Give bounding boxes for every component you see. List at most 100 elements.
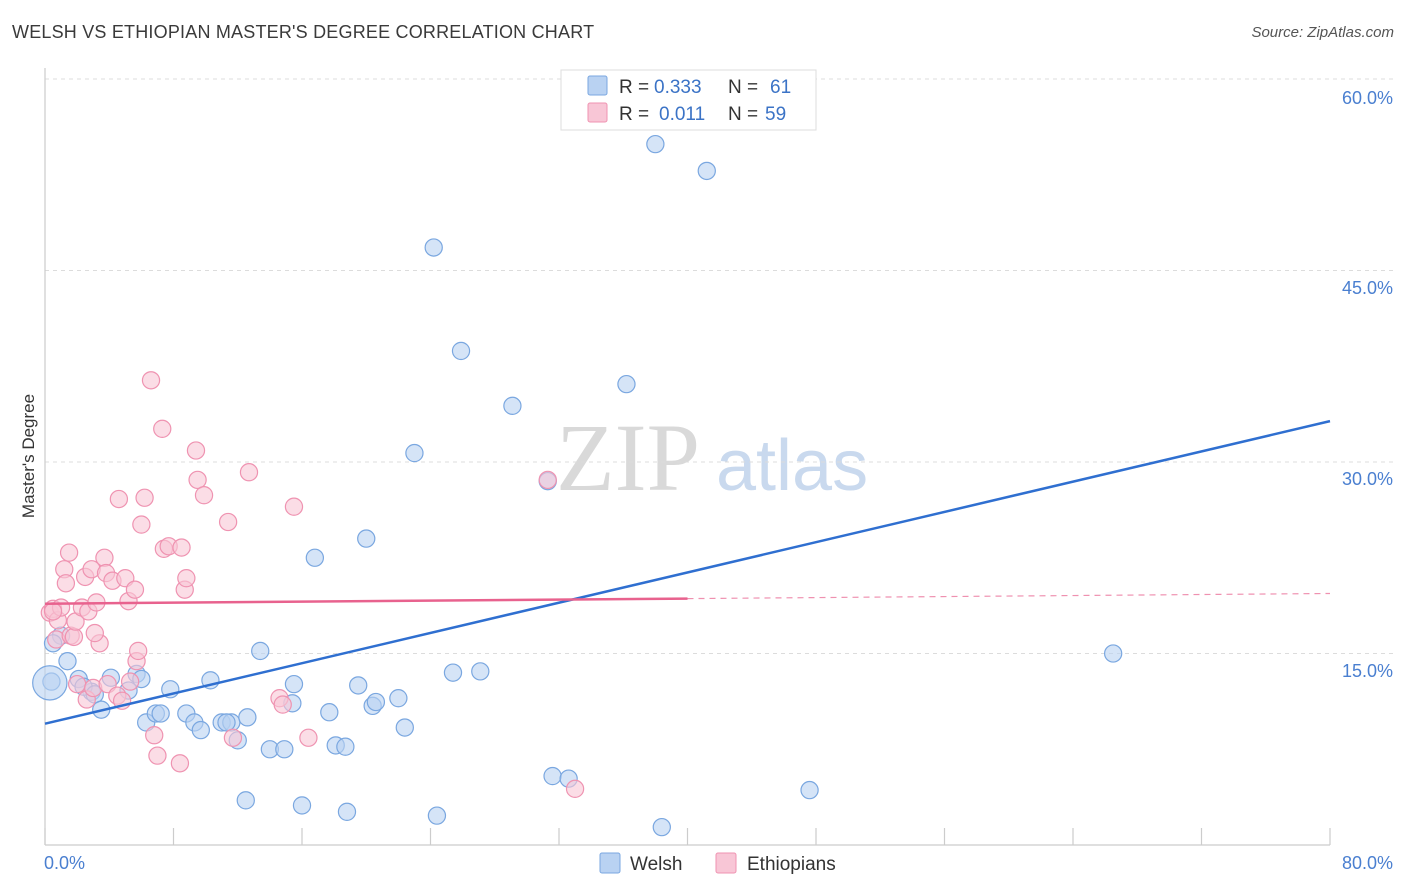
ethiopians-point — [56, 574, 76, 593]
gridlines — [45, 78, 1395, 654]
welsh-point — [405, 443, 424, 463]
trend-lines — [44, 419, 1331, 725]
welsh-point — [284, 674, 304, 694]
welsh-point — [58, 651, 77, 671]
bottom-legend-label-welsh: Welsh — [630, 854, 682, 875]
legend-n-value-ethiopians: 59 — [765, 104, 786, 125]
chart-title: WELSH VS ETHIOPIAN MASTER'S DEGREE CORRE… — [12, 22, 595, 42]
welsh-point — [424, 238, 443, 257]
ethiopians-point — [538, 470, 557, 490]
series-ethiopians-points — [40, 371, 585, 798]
welsh-point — [336, 737, 355, 756]
watermark-atlas: atlas — [716, 426, 868, 506]
ethiopians-point — [135, 488, 154, 507]
welsh-point — [366, 692, 386, 712]
legend-swatch-welsh — [587, 75, 608, 96]
legend-n-value-welsh: 61 — [770, 77, 791, 98]
legend-swatch-ethiopians — [587, 102, 608, 123]
ethiopians-point — [141, 371, 161, 390]
welsh-point — [543, 766, 562, 786]
ethiopians-point — [67, 674, 87, 694]
ethiopians-trend-line — [44, 597, 688, 605]
ethiopians-point — [43, 602, 63, 621]
legend-r-value-ethiopians: 0.011 — [659, 104, 705, 125]
y-axis-label: Master's Degree — [19, 394, 38, 518]
ethiopians-point — [59, 543, 79, 562]
welsh-point — [617, 374, 636, 394]
welsh-point — [471, 662, 490, 681]
welsh-point — [1103, 644, 1123, 663]
welsh-point — [451, 341, 471, 361]
ethiopians-point — [186, 441, 206, 460]
ethiopians-point — [172, 538, 191, 557]
welsh-point — [32, 665, 68, 701]
ethiopians-point — [109, 489, 129, 509]
welsh-point — [503, 396, 522, 415]
welsh-point — [251, 641, 270, 661]
legend-n-label-welsh: N = — [728, 77, 758, 98]
x-tick-label-min: 0.0% — [44, 853, 85, 873]
chart-source: Source: ZipAtlas.com — [1251, 24, 1394, 41]
ethiopians-point — [223, 728, 243, 747]
legend-r-label-ethiopians: R = — [619, 104, 649, 125]
bottom-legend-swatch-welsh — [599, 852, 621, 874]
ethiopians-point — [188, 470, 207, 490]
welsh-point — [652, 817, 671, 837]
welsh-point — [427, 806, 447, 825]
ethiopians-point — [218, 512, 238, 532]
x-tick-label-max: 80.0% — [1342, 853, 1393, 873]
ethiopians-trend-line-extension — [687, 592, 1331, 600]
ethiopians-point — [145, 726, 164, 745]
ethiopians-point — [239, 463, 259, 482]
ethiopians-point — [64, 627, 84, 647]
ethiopians-point — [177, 569, 196, 588]
welsh-trend-line — [44, 419, 1331, 725]
welsh-point — [236, 791, 255, 810]
y-tick-label-15: 15.0% — [1342, 661, 1393, 681]
bottom-legend: Welsh Ethiopians — [599, 852, 836, 875]
legend-r-value-welsh: 0.333 — [654, 77, 702, 98]
legend-box: R = 0.333 N = 61 R = 0.011 N = 59 — [560, 69, 817, 131]
watermark: ZIP atlas — [556, 404, 868, 511]
welsh-point — [349, 676, 368, 695]
ethiopians-point — [128, 641, 148, 661]
welsh-point — [395, 718, 414, 737]
ethiopians-point — [273, 695, 292, 714]
ethiopians-point — [299, 728, 318, 747]
ethiopians-point — [85, 623, 104, 643]
ethiopians-point — [194, 486, 214, 505]
ethiopians-point — [153, 419, 172, 438]
welsh-point — [337, 802, 357, 821]
welsh-point — [443, 663, 463, 682]
welsh-point — [151, 704, 170, 723]
ethiopians-point — [148, 746, 167, 765]
watermark-zip: ZIP — [556, 404, 700, 511]
welsh-point — [275, 740, 294, 759]
welsh-point — [646, 134, 665, 154]
welsh-point — [697, 161, 716, 181]
welsh-point — [238, 708, 257, 727]
y-tick-label-60: 60.0% — [1342, 88, 1393, 108]
ethiopians-point — [120, 672, 140, 691]
x-ticks — [44, 828, 1331, 845]
welsh-point — [191, 720, 210, 740]
welsh-point — [320, 703, 339, 722]
y-tick-label-45: 45.0% — [1342, 278, 1393, 298]
ethiopians-point — [132, 515, 151, 534]
welsh-point — [292, 796, 312, 815]
legend-r-label-welsh: R = — [619, 77, 649, 98]
welsh-point — [305, 548, 325, 567]
bottom-legend-swatch-ethiopians — [715, 852, 737, 874]
welsh-point — [357, 529, 376, 548]
bottom-legend-label-ethiopians: Ethiopians — [747, 854, 836, 875]
welsh-point — [800, 780, 819, 800]
y-tick-label-30: 30.0% — [1342, 469, 1393, 489]
ethiopians-point — [125, 580, 145, 599]
ethiopians-point — [284, 497, 304, 516]
ethiopians-point — [95, 548, 114, 567]
welsh-point — [217, 713, 236, 732]
welsh-point — [389, 689, 408, 708]
ethiopians-point — [170, 754, 190, 773]
ethiopians-point — [565, 779, 585, 798]
